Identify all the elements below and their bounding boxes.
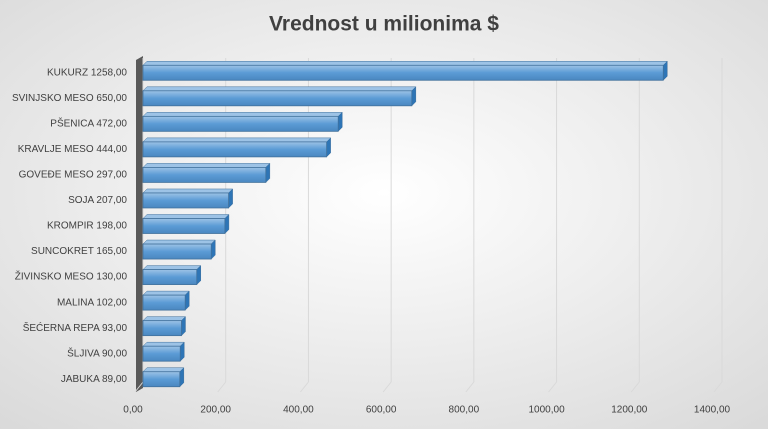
y-tick-label: PŠENICA 472,00 [50,116,127,129]
x-tick-label: 800,00 [449,405,480,416]
bar-top [142,137,332,143]
bar [142,269,198,285]
bar-top [142,214,230,219]
x-tick-label: 1000,00 [528,405,565,416]
bar [142,167,267,183]
grid-floor [382,381,392,393]
x-tick-label: 400,00 [283,405,314,416]
x-tick-label: 1400,00 [694,405,731,416]
grid-floor [713,381,723,393]
y-tick-label: SOJA 207,00 [68,195,127,206]
bar-top [142,341,185,347]
y-tick-label: KUKURZ 1258,00 [47,67,127,78]
y-tick-label: ŽIVINSKO MESO 130,00 [15,270,128,283]
y-tick-label: GOVEĐE MESO 297,00 [19,170,128,181]
bar [142,115,339,132]
bar-top [142,86,417,92]
bar [142,90,413,107]
grid-floor [465,381,475,393]
y-tick-label: SUNCOKRET 165,00 [31,246,127,257]
bar-top [142,188,234,194]
bar [142,192,230,209]
y-tick-label: MALINA 102,00 [57,297,127,308]
y-tick-label: ŠEĆERNA REPA 93,00 [23,321,128,334]
back-wall-edge [136,56,143,392]
bar [142,371,181,388]
x-tick-label: 1200,00 [611,405,648,416]
y-tick-label: ŠLJIVA 90,00 [67,346,127,359]
bar [142,64,664,81]
y-tick-label: KRAVLJE MESO 444,00 [18,144,128,155]
bar [142,294,186,311]
grid-floor [548,381,557,393]
x-tick-label: 0,00 [123,405,143,416]
grid-floor [134,381,144,393]
y-tick-label: SVINJSKO MESO 650,00 [12,93,127,104]
bar-top [142,316,187,321]
x-tick-label: 600,00 [366,405,397,416]
bar [142,218,226,234]
bar-top [142,290,190,296]
chart-title: Vrednost u milionima $ [269,13,499,36]
bar-top [142,61,668,66]
y-tick-label: KROMPIR 198,00 [47,221,127,232]
bar [142,345,181,362]
y-tick-label: JABUKA 89,00 [61,374,128,385]
grid-floor [217,381,227,393]
bar [142,243,212,260]
bar [142,141,328,158]
bar-top [142,112,343,117]
bar-top [142,367,185,372]
grid-floor [630,381,640,393]
bar-top [142,265,202,270]
grid-floor [300,381,309,393]
bar-top [142,239,216,245]
bar-top [142,163,271,168]
x-tick-label: 200,00 [200,405,231,416]
bar [142,320,182,337]
